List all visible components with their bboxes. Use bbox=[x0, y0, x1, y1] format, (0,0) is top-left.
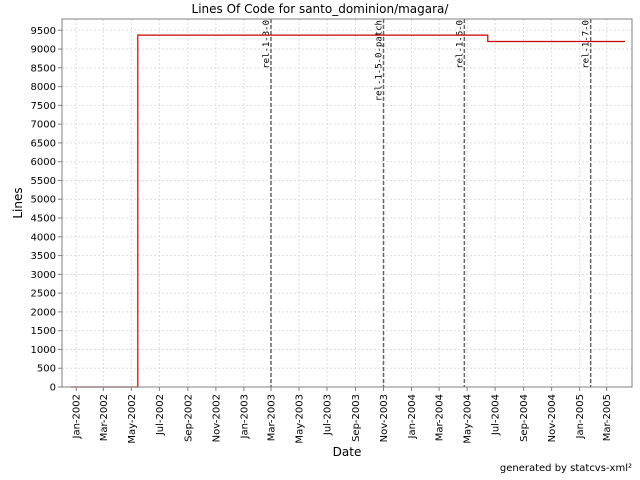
y-tick-label: 1500 bbox=[31, 326, 56, 337]
x-tick-label: Sep-2003 bbox=[351, 394, 362, 442]
x-tick-label: Jan-2005 bbox=[575, 394, 586, 439]
lines-series bbox=[70, 34, 626, 388]
y-tick-label: 500 bbox=[37, 364, 56, 375]
plot-frame bbox=[61, 18, 633, 388]
release-marker-label: rel-1-7-0 bbox=[582, 20, 592, 69]
x-tick-label: Sep-2004 bbox=[519, 394, 530, 442]
y-tick-label: 7000 bbox=[31, 120, 56, 131]
y-tick-label: 2000 bbox=[31, 307, 56, 318]
x-axis-label: Date bbox=[333, 445, 362, 459]
y-tick-label: 3000 bbox=[31, 270, 56, 281]
x-tick-label: Nov-2003 bbox=[379, 394, 390, 442]
grid bbox=[62, 19, 632, 388]
release-markers: rel-1-3-0 rel-1-5-0-patch rel-1-6-0 rel-1-7… bbox=[262, 19, 592, 387]
release-marker-label: rel-1-6-0 bbox=[455, 20, 465, 69]
x-tick-label: Jul-2004 bbox=[491, 394, 502, 436]
x-tick-label: Sep-2002 bbox=[183, 394, 194, 442]
y-axis: 0 500 1000 1500 2000 2500 3000 3500 4000 4500 5000… bbox=[31, 26, 62, 394]
y-tick-label: 2500 bbox=[31, 289, 56, 300]
x-tick-label: Jul-2002 bbox=[155, 394, 166, 436]
y-tick-label: 9500 bbox=[31, 26, 56, 37]
y-tick-label: 0 bbox=[50, 383, 56, 394]
x-tick-label: Mar-2003 bbox=[266, 394, 277, 441]
y-tick-label: 8500 bbox=[31, 63, 56, 74]
x-tick-label: Mar-2004 bbox=[435, 394, 446, 441]
y-tick-label: 3500 bbox=[31, 251, 56, 262]
release-marker-label: rel-1-5-0-patch bbox=[375, 20, 385, 101]
y-tick-label: 5000 bbox=[31, 195, 56, 206]
x-tick-label: Mar-2005 bbox=[602, 394, 613, 441]
x-tick-label: May-2004 bbox=[463, 394, 474, 444]
y-tick-label: 7500 bbox=[31, 101, 56, 112]
chart-title: Lines Of Code for santo_dominion/magara/ bbox=[192, 2, 450, 16]
x-tick-label: Jan-2003 bbox=[239, 394, 250, 439]
y-tick-label: 5500 bbox=[31, 176, 56, 187]
x-tick-label: Mar-2002 bbox=[99, 394, 110, 441]
y-tick-label: 9000 bbox=[31, 45, 56, 56]
release-marker-label: rel-1-3-0 bbox=[262, 20, 272, 69]
y-axis-label: Lines bbox=[11, 187, 25, 218]
x-tick-label: Jan-2002 bbox=[72, 394, 83, 439]
y-tick-label: 6500 bbox=[31, 138, 56, 149]
x-tick-label: May-2002 bbox=[127, 394, 138, 444]
x-tick-label: Jul-2003 bbox=[323, 394, 334, 436]
x-tick-label: Nov-2002 bbox=[211, 394, 222, 442]
x-axis: Jan-2002 Mar-2002 May-2002 Jul-2002 Sep-2002… bbox=[72, 387, 613, 444]
x-tick-label: Jan-2004 bbox=[407, 394, 418, 439]
y-tick-label: 1000 bbox=[31, 345, 56, 356]
y-tick-label: 4500 bbox=[31, 214, 56, 225]
x-tick-label: Nov-2004 bbox=[547, 394, 558, 442]
x-tick-label: May-2003 bbox=[295, 394, 306, 444]
y-tick-label: 8000 bbox=[31, 82, 56, 93]
generator-credit: generated by statcvs-xml² bbox=[499, 463, 632, 474]
y-tick-label: 6000 bbox=[31, 157, 56, 168]
y-tick-label: 4000 bbox=[31, 232, 56, 243]
